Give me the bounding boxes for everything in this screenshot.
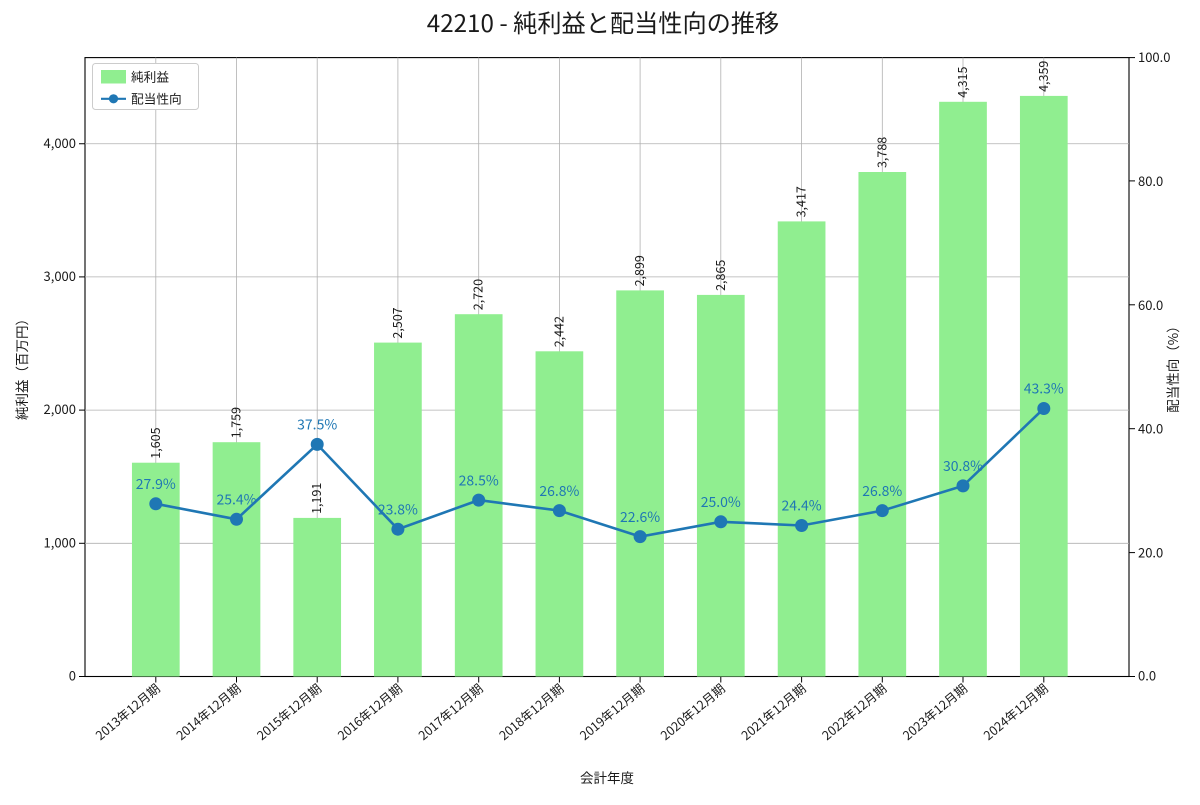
svg-text:27.9%: 27.9% xyxy=(136,474,176,494)
svg-text:20.0: 20.0 xyxy=(1138,543,1163,562)
svg-text:2,865: 2,865 xyxy=(710,260,729,291)
svg-text:100.0: 100.0 xyxy=(1138,47,1170,66)
svg-text:配当性向: 配当性向 xyxy=(131,88,182,107)
svg-text:22.6%: 22.6% xyxy=(620,507,660,527)
svg-text:1,191: 1,191 xyxy=(306,483,325,514)
svg-text:3,000: 3,000 xyxy=(44,266,76,285)
svg-text:0.0: 0.0 xyxy=(1138,666,1156,685)
svg-text:23.8%: 23.8% xyxy=(378,499,418,519)
svg-text:4,315: 4,315 xyxy=(952,67,971,98)
svg-text:会計年度: 会計年度 xyxy=(580,767,634,787)
svg-text:24.4%: 24.4% xyxy=(782,496,822,516)
svg-text:0: 0 xyxy=(69,666,76,685)
svg-text:25.0%: 25.0% xyxy=(701,492,741,512)
svg-text:26.8%: 26.8% xyxy=(862,481,902,501)
svg-text:3,788: 3,788 xyxy=(871,137,890,168)
svg-text:純利益（百万円）: 純利益（百万円） xyxy=(11,312,31,420)
svg-text:4,359: 4,359 xyxy=(1033,61,1052,92)
svg-text:42210 - 純利益と配当性向の推移: 42210 - 純利益と配当性向の推移 xyxy=(427,4,779,39)
svg-text:26.8%: 26.8% xyxy=(539,481,579,501)
svg-text:2,507: 2,507 xyxy=(387,307,406,338)
svg-text:1,605: 1,605 xyxy=(145,427,164,458)
svg-text:4,000: 4,000 xyxy=(44,133,76,152)
svg-text:1,000: 1,000 xyxy=(44,532,76,551)
svg-text:純利益: 純利益 xyxy=(131,66,169,85)
svg-text:43.3%: 43.3% xyxy=(1024,379,1064,399)
svg-text:60.0: 60.0 xyxy=(1138,295,1163,314)
svg-text:配当性向（%）: 配当性向（%） xyxy=(1162,319,1182,412)
svg-text:28.5%: 28.5% xyxy=(459,470,499,490)
svg-text:2,000: 2,000 xyxy=(44,399,76,418)
svg-text:30.8%: 30.8% xyxy=(943,456,983,476)
svg-text:25.4%: 25.4% xyxy=(216,490,256,510)
svg-text:2,899: 2,899 xyxy=(629,255,648,286)
svg-text:40.0: 40.0 xyxy=(1138,419,1163,438)
svg-text:37.5%: 37.5% xyxy=(297,415,337,435)
svg-text:80.0: 80.0 xyxy=(1138,171,1163,190)
svg-text:3,417: 3,417 xyxy=(791,186,810,217)
svg-text:2,442: 2,442 xyxy=(548,316,567,347)
svg-text:2,720: 2,720 xyxy=(468,279,487,310)
svg-text:1,759: 1,759 xyxy=(226,407,245,438)
